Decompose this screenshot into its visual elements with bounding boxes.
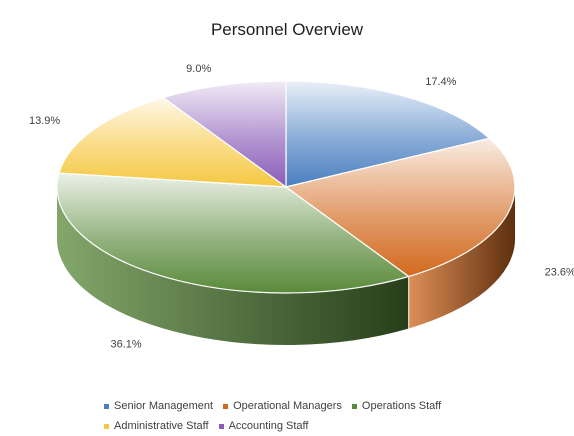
pie-chart: 17.4% 23.6% 36.1% 13.9% 9.0% <box>29 63 574 351</box>
legend-swatch <box>218 423 224 429</box>
pie-side <box>57 187 409 345</box>
legend-swatch <box>104 403 109 409</box>
pie-slice <box>284 137 516 278</box>
legend-label: Accounting Staff <box>228 420 309 432</box>
pie-sides <box>57 187 515 345</box>
legend-item[interactable]: Accounting Staff <box>218 420 309 432</box>
pie-side <box>408 187 515 329</box>
legend-label: Senior Management <box>114 400 214 412</box>
pie-slice <box>285 80 491 188</box>
legend-swatch <box>104 423 109 429</box>
legend-item[interactable]: Administrative Staff <box>104 420 209 432</box>
data-label: 36.1% <box>111 339 142 351</box>
pie-labels: 17.4% 23.6% 36.1% 13.9% 9.0% <box>29 63 574 351</box>
pie-slice <box>161 80 287 189</box>
data-label: 13.9% <box>29 115 60 127</box>
pie-slice <box>58 96 289 188</box>
data-label: 23.6% <box>545 266 574 278</box>
legend-swatch <box>223 403 229 409</box>
chart-title: Personnel Overview <box>210 20 364 39</box>
legend-item[interactable]: Senior Management <box>104 400 213 412</box>
legend-label: Operations Staff <box>361 400 442 412</box>
legend-label: Operational Managers <box>233 400 342 412</box>
legend-item[interactable]: Operational Managers <box>223 400 342 412</box>
legend-row-2: Administrative Staff Accounting Staff <box>104 416 504 436</box>
data-label: 17.4% <box>425 76 456 88</box>
legend-row-1: Senior Management Operational Managers O… <box>104 396 504 416</box>
data-label: 9.0% <box>186 63 211 75</box>
pie-slice <box>56 172 411 294</box>
pie-tops <box>56 80 516 294</box>
legend-label: Administrative Staff <box>114 420 209 432</box>
legend: Senior Management Operational Managers O… <box>104 396 504 436</box>
legend-item[interactable]: Operations Staff <box>351 400 442 412</box>
legend-swatch <box>351 403 357 409</box>
